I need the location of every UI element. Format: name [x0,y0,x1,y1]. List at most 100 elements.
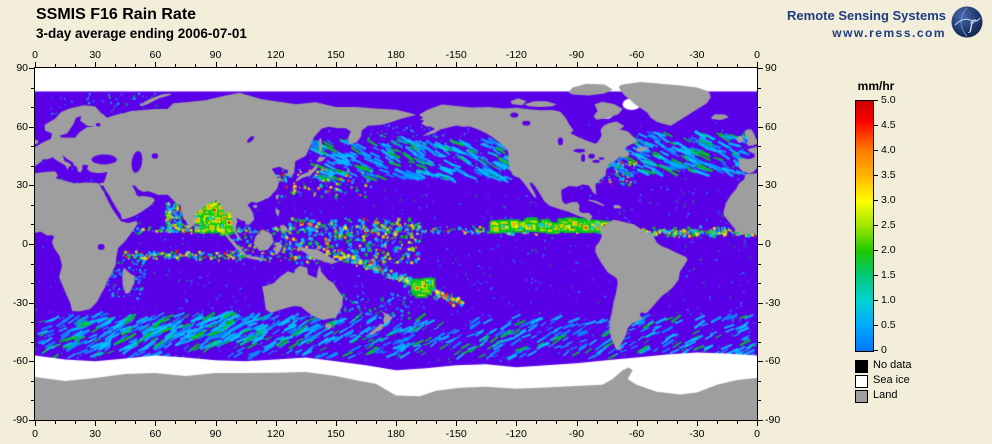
legend-swatch-sea-ice [855,375,868,388]
axis-tick [596,421,598,424]
lat-label-right: 60 [765,120,777,133]
colorbar-tick [874,200,878,201]
axis-tick [758,420,763,421]
axis-tick [235,421,237,424]
lat-label-right: -90 [765,414,781,426]
lon-label-bottom: -60 [629,428,645,440]
axis-tick [758,204,761,206]
axis-tick [758,126,763,128]
lon-label-top: 120 [266,49,285,61]
axis-tick [396,62,397,67]
axis-tick [275,421,277,426]
colorbar-tick [874,250,878,251]
axis-tick [758,165,761,167]
axis-tick [758,283,761,285]
axis-tick [696,421,698,426]
legend-swatch-land [855,390,868,403]
axis-tick [275,62,277,67]
axis-tick [115,421,117,424]
lat-label-right: -30 [765,296,781,309]
world-map [34,67,758,421]
axis-tick [31,400,34,402]
lon-label-top: -120 [505,49,527,61]
colorbar-tick-label: 2.0 [881,244,896,256]
lon-label-top: 90 [209,49,222,61]
remss-globe-logo-icon: f [951,6,983,38]
colorbar [855,100,874,352]
axis-tick [235,64,237,67]
axis-tick [758,68,763,69]
colorbar-tick-label: 5.0 [881,94,896,106]
axis-tick [676,421,678,424]
lat-label-right: 0 [765,238,771,250]
axis-tick [31,107,34,109]
brand-name: Remote Sensing Systems [787,8,946,23]
colorbar-tick-label: 1.5 [881,269,896,281]
axis-tick [255,421,257,424]
colorbar-tick-label: 3.5 [881,169,896,181]
rain-map-canvas [35,68,757,420]
svg-text:f: f [968,18,977,34]
axis-tick [35,421,36,426]
axis-tick [758,322,761,324]
axis-tick [195,64,197,67]
brand-url-link[interactable]: www.remss.com [832,26,946,40]
legend-swatch-no-data [855,360,868,373]
colorbar-tick [874,300,878,301]
lon-label-top: 0 [32,49,38,61]
lon-label-bottom: 0 [32,428,38,440]
colorbar-tick-label: 4.0 [881,144,896,156]
axis-tick [355,64,357,67]
lon-label-top: 180 [387,49,405,61]
colorbar-tick [874,125,878,126]
lat-label-right: -60 [765,355,781,368]
lon-label-top: 60 [149,49,162,61]
axis-tick [758,263,761,265]
colorbar-tick [874,275,878,276]
lat-label-left: 0 [22,238,28,250]
axis-tick [29,420,34,421]
axis-tick [31,146,34,148]
lon-label-bottom: 60 [149,428,162,440]
axis-tick [456,62,458,67]
lon-label-top: 30 [89,49,101,61]
axis-tick [496,64,498,67]
axis-tick [29,361,34,363]
axis-tick [636,421,638,426]
axis-tick [75,64,77,67]
axis-tick [596,64,598,67]
axis-tick [195,421,197,424]
axis-tick [155,62,157,67]
lon-label-bottom: -150 [445,428,467,440]
axis-tick [135,64,137,67]
lon-label-bottom: -30 [689,428,705,440]
brand-block: Remote Sensing Systems www.remss.com [787,8,946,40]
axis-tick [31,341,34,343]
axis-tick [155,421,157,426]
axis-tick [31,283,34,285]
axis-tick [757,421,758,426]
axis-tick [536,421,538,424]
axis-tick [315,421,317,424]
axis-tick [31,263,34,265]
axis-tick [516,62,518,67]
lat-label-left: -30 [12,296,28,309]
colorbar-tick [874,350,878,351]
axis-tick [656,421,658,424]
axis-tick [31,87,34,89]
axis-tick [335,421,337,426]
lat-label-right: 30 [765,179,777,192]
axis-tick [757,62,758,67]
axis-tick [31,224,34,226]
lat-label-left: -60 [12,355,28,368]
axis-tick [75,421,77,424]
axis-tick [315,64,317,67]
axis-tick [255,64,257,67]
colorbar-tick [874,150,878,151]
axis-tick [31,322,34,324]
colorbar-unit-label: mm/hr [857,79,895,93]
axis-tick [576,421,578,426]
axis-tick [758,244,763,245]
axis-tick [656,64,658,67]
axis-tick [416,64,418,67]
